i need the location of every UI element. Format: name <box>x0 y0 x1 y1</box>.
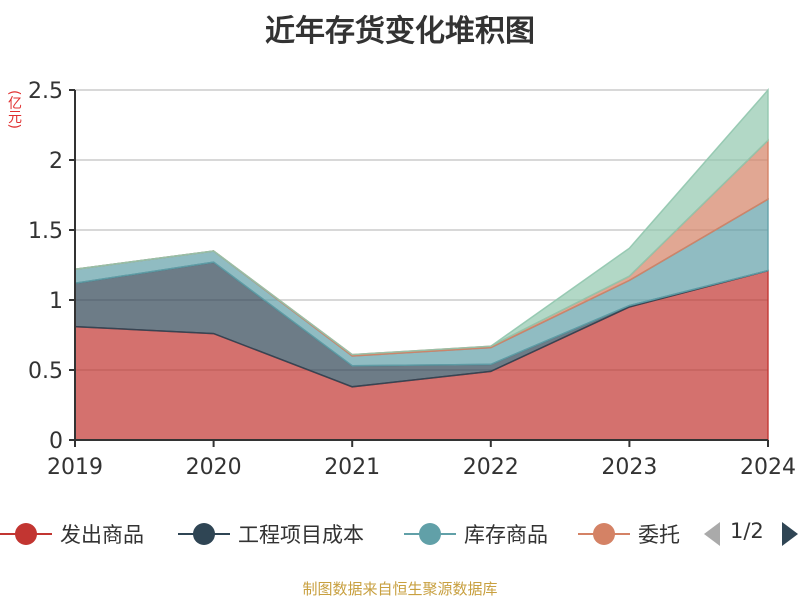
legend-pager: 1/2 <box>700 516 800 552</box>
y-tick-label: 0 <box>49 429 63 454</box>
chart-title: 近年存货变化堆积图 <box>265 14 535 49</box>
legend-marker-icon <box>0 516 52 552</box>
axis-layer: 0 0.5 1 1.5 2 2.5 2019 2020 2021 2022 2023 2024 <box>28 79 796 480</box>
legend-item[interactable]: 发出商品 <box>0 516 144 552</box>
y-tick-label: 1 <box>49 289 63 314</box>
chart-plot: 0 0.5 1 1.5 2 2.5 2019 2020 2021 2022 2023 2024 <box>28 79 796 480</box>
legend-label: 委托 <box>638 523 680 547</box>
x-tick-label: 2023 <box>601 455 657 480</box>
legend-item[interactable]: 工程项目成本 <box>178 516 364 552</box>
legend-label: 工程项目成本 <box>238 523 364 547</box>
y-tick-label: 0.5 <box>28 359 63 384</box>
series-area-4 <box>74 88 769 356</box>
legend-marker-icon <box>178 516 230 552</box>
x-tick-label: 2021 <box>324 455 380 480</box>
legend-marker-icon <box>578 516 630 552</box>
x-tick-label: 2022 <box>463 455 519 480</box>
y-tick-label: 1.5 <box>28 219 63 244</box>
y-axis-unit-label: (亿元) <box>6 90 22 129</box>
legend-marker-icon <box>404 516 456 552</box>
legend: 发出商品 工程项目成本 库存商品 委托 <box>0 516 700 552</box>
x-tick-label: 2019 <box>47 455 103 480</box>
legend-page-indicator: 1/2 <box>730 519 764 543</box>
y-tick-label: 2.5 <box>28 79 63 104</box>
legend-label: 发出商品 <box>60 523 144 547</box>
data-source-note: 制图数据来自恒生聚源数据库 <box>302 580 498 598</box>
x-tick-label: 2020 <box>186 455 242 480</box>
legend-item[interactable]: 委托 <box>578 516 680 552</box>
area-layer <box>74 88 769 441</box>
y-tick-label: 2 <box>49 149 63 174</box>
legend-next-page-icon[interactable] <box>782 522 798 546</box>
legend-prev-page-icon[interactable] <box>704 522 720 546</box>
legend-item[interactable]: 库存商品 <box>404 516 548 552</box>
legend-label: 库存商品 <box>464 523 548 547</box>
x-tick-label: 2024 <box>740 455 796 480</box>
